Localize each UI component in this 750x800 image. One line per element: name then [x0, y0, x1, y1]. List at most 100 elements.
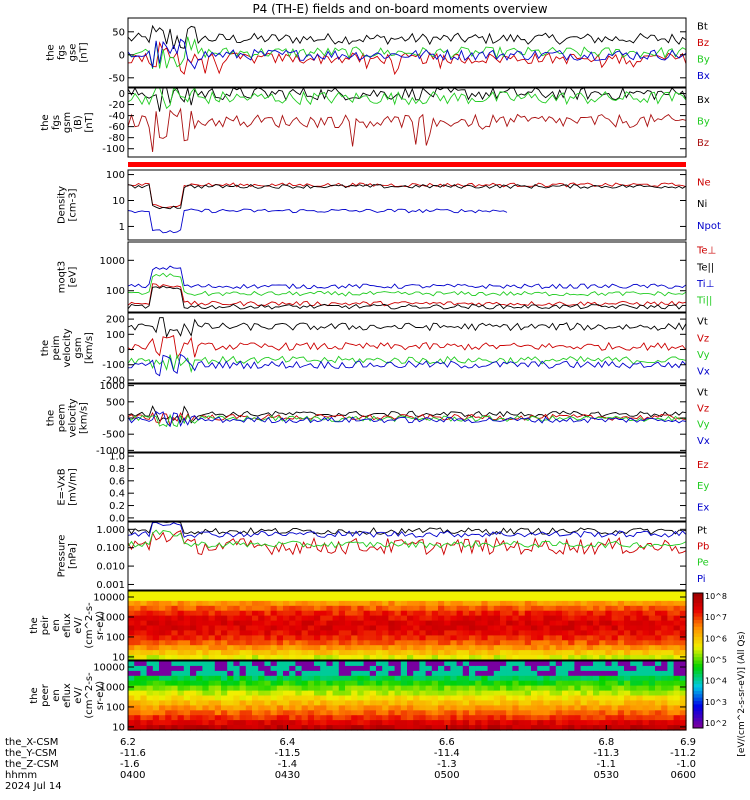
heatmap-cell	[388, 595, 396, 602]
heatmap-cell	[190, 615, 197, 622]
heatmap-cell	[270, 665, 278, 672]
heatmap-cell	[208, 630, 216, 636]
heatmap-cell	[295, 680, 303, 687]
heatmap-cell	[159, 695, 166, 701]
heatmap-cell	[462, 605, 470, 612]
heatmap-cell	[388, 661, 396, 667]
heatmap-cell	[134, 695, 141, 701]
heatmap-cell	[276, 720, 284, 726]
heatmap-cell	[444, 615, 451, 622]
heatmap-cell	[438, 595, 445, 602]
heatmap-cell	[258, 620, 265, 627]
heatmap-cell	[562, 655, 569, 661]
heatmap-cell	[357, 591, 365, 597]
heatmap-cell	[673, 655, 681, 661]
heatmap-cell	[481, 680, 489, 687]
heatmap-cell	[648, 690, 656, 697]
heatmap-cell	[518, 720, 526, 726]
heatmap-cell	[425, 640, 433, 646]
heatmap-cell	[183, 700, 191, 706]
heatmap-cell	[183, 661, 191, 667]
heatmap-cell	[283, 680, 290, 687]
colorbar-step	[693, 650, 703, 655]
heatmap-cell	[345, 715, 352, 721]
heatmap-cell	[617, 720, 625, 726]
heatmap-cell	[258, 725, 265, 731]
legend-density-Npot: Npot	[697, 221, 721, 232]
heatmap-cell	[624, 700, 631, 706]
heatmap-cell	[258, 665, 265, 672]
heatmap-cell	[518, 640, 526, 646]
heatmap-cell	[624, 615, 631, 622]
heatmap-cell	[506, 630, 513, 636]
heatmap-cell	[593, 615, 600, 622]
heatmap-cell	[171, 725, 179, 731]
heatmap-cell	[642, 680, 650, 687]
heatmap-cell	[289, 610, 296, 617]
heatmap-cell	[469, 720, 476, 726]
heatmap-cell	[326, 610, 334, 617]
heatmap-cell	[624, 661, 631, 667]
heatmap-cell	[624, 695, 631, 701]
heatmap-cell	[506, 635, 513, 641]
heatmap-cell	[382, 625, 389, 631]
heatmap-cell	[239, 605, 247, 612]
heatmap-cell	[202, 715, 210, 721]
heatmap-cell	[376, 620, 383, 627]
heatmap-cell	[202, 655, 210, 661]
heatmap-cell	[593, 665, 600, 672]
heatmap-cell	[140, 645, 148, 651]
heatmap-cell	[245, 665, 253, 672]
heatmap-cell	[444, 670, 451, 677]
heatmap-cell	[165, 670, 172, 677]
heatmap-cell	[152, 620, 160, 627]
heatmap-cell	[599, 665, 606, 672]
heatmap-cell	[506, 685, 513, 692]
series-line-temperature-Te||	[127, 285, 687, 310]
heatmap-cell	[481, 705, 489, 711]
heatmap-cell	[152, 710, 160, 716]
heatmap-cell	[239, 655, 247, 661]
heatmap-cell	[425, 720, 433, 726]
heatmap-cell	[611, 670, 619, 677]
heatmap-cell	[524, 640, 532, 646]
heatmap-cell	[159, 680, 166, 687]
heatmap-cell	[140, 725, 148, 731]
heatmap-cell	[208, 650, 216, 656]
heatmap-cell	[543, 710, 551, 716]
heatmap-cell	[146, 600, 154, 607]
heatmap-cell	[562, 600, 569, 607]
heatmap-cell	[307, 665, 315, 672]
heatmap-cell	[152, 635, 160, 641]
heatmap-cell	[140, 680, 148, 687]
heatmap-cell	[605, 655, 613, 661]
heatmap-cell	[493, 720, 501, 726]
heatmap-cell	[450, 595, 458, 602]
heatmap-cell	[332, 591, 340, 597]
heatmap-cell	[128, 595, 135, 602]
heatmap-cell	[171, 680, 179, 687]
series-line-temperature-Ti⊥	[127, 265, 687, 290]
heatmap-cell	[183, 675, 191, 682]
heatmap-cell	[270, 610, 278, 617]
heatmap-cell	[469, 605, 476, 612]
heatmap-cell	[667, 605, 675, 612]
panel-frame	[127, 521, 687, 591]
heatmap-cell	[524, 655, 532, 661]
heatmap-cell	[605, 650, 613, 656]
heatmap-cell	[245, 610, 253, 617]
heatmap-cell	[605, 690, 613, 697]
heatmap-cell	[531, 695, 538, 701]
heatmap-cell	[357, 635, 365, 641]
heatmap-cell	[221, 591, 228, 597]
y-gsm-label: -11.5	[274, 748, 300, 759]
y-axis-label: (cm^2-s-	[84, 672, 95, 719]
heatmap-cell	[190, 640, 197, 646]
heatmap-cell	[307, 695, 315, 701]
heatmap-cell	[258, 630, 265, 636]
heatmap-cell	[326, 700, 334, 706]
heatmap-cell	[512, 680, 520, 687]
row-label-y: the_Y-CSM	[5, 748, 57, 759]
heatmap-cell	[338, 710, 346, 716]
heatmap-cell	[400, 715, 408, 721]
